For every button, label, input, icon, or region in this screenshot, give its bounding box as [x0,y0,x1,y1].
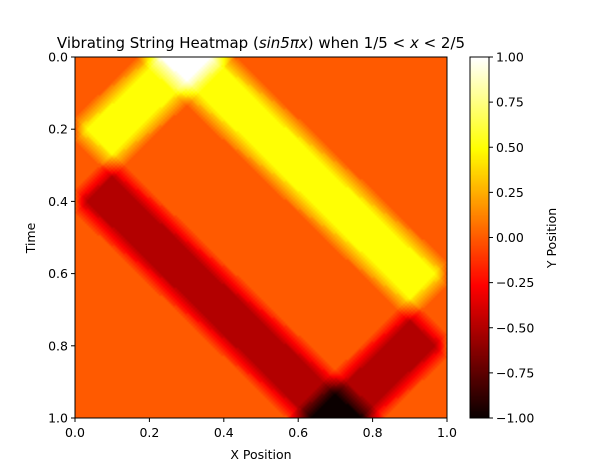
y-tick-label: 0.8 [48,338,68,353]
y-tick-label: 0.0 [48,50,68,65]
heatmap-plot-area [74,56,448,419]
colorbar-tick-label: −0.50 [496,320,534,335]
y-tick-label: 1.0 [48,411,68,426]
colorbar-ticks: 1.00 0.75 0.50 0.25 0.00 −0.25 −0.50 −0.75 −1.00 [489,50,534,426]
y-tick-label: 0.4 [48,194,68,209]
x-tick-label: 0.0 [65,425,85,440]
colorbar-label: Y Position [544,208,559,269]
x-tick-label: 0.2 [139,425,159,440]
colorbar-tick-label: −0.75 [496,365,534,380]
colorbar-gradient [470,57,489,418]
x-tick-label: 1.0 [437,425,457,440]
plot-frame [74,56,448,419]
chart-title: Vibrating String Heatmap (sin5πx) when 1… [57,34,465,52]
colorbar-tick-label: 0.75 [496,95,524,110]
x-axis-label: X Position [230,447,291,462]
y-tick-label: 0.2 [48,122,68,137]
heatmap-image [75,57,447,418]
colorbar: 1.00 0.75 0.50 0.25 0.00 −0.25 −0.50 −0.75 −1.00 [469,50,534,426]
x-tick-label: 0.4 [214,425,234,440]
colorbar-tick-label: −0.25 [496,275,534,290]
y-axis-ticks: 0.0 0.2 0.4 0.6 0.8 1.0 [48,50,75,426]
colorbar-tick-label: 0.25 [496,185,524,200]
y-tick-label: 0.6 [48,266,68,281]
colorbar-tick-label: −1.00 [496,411,534,426]
x-tick-label: 0.8 [363,425,383,440]
colorbar-tick-label: 0.50 [496,140,524,155]
y-axis-label: Time [23,222,38,254]
colorbar-tick-label: 1.00 [496,50,524,65]
colorbar-tick-label: 0.00 [496,230,524,245]
x-tick-label: 0.6 [288,425,308,440]
x-axis-ticks: 0.0 0.2 0.4 0.6 0.8 1.0 [65,418,457,440]
